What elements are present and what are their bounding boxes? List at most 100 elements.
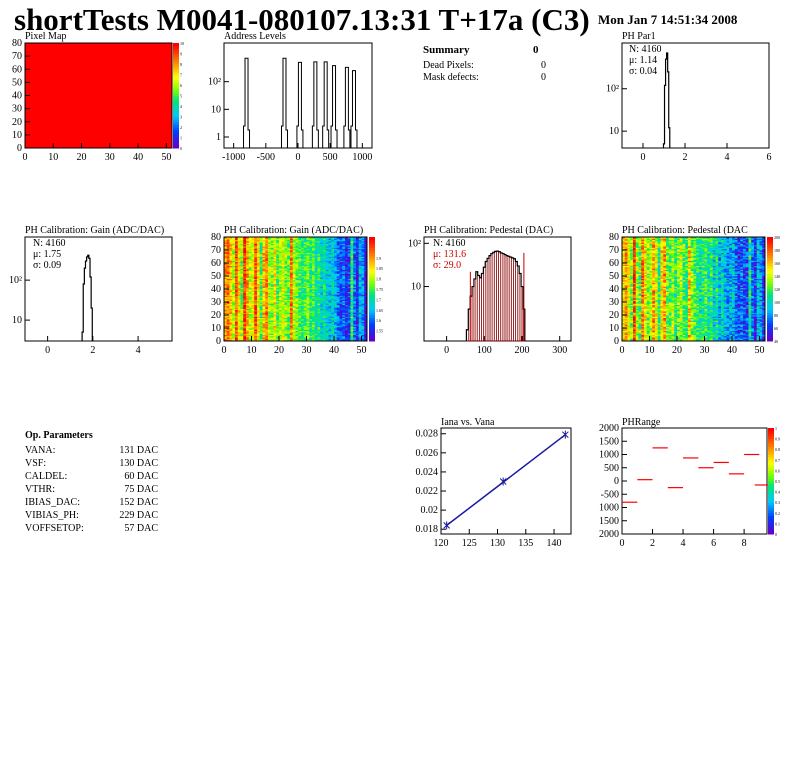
- map-cell: [334, 331, 338, 334]
- map-cell: [298, 304, 302, 307]
- map-cell: [358, 331, 362, 334]
- map-cell: [358, 333, 362, 335]
- map-cell: [273, 304, 277, 307]
- map-cell: [345, 238, 349, 240]
- map-cell: [323, 279, 327, 282]
- map-cell: [259, 256, 263, 259]
- map-cell: [240, 308, 244, 311]
- map-cell: [232, 269, 236, 272]
- map-cell: [232, 326, 236, 329]
- map-cell: [235, 260, 239, 263]
- map-cell: [257, 286, 261, 289]
- map-cell: [331, 320, 335, 322]
- map-cell: [630, 295, 634, 298]
- map-cell: [301, 329, 305, 331]
- map-cell: [237, 274, 241, 277]
- map-cell: [358, 292, 362, 295]
- map-cell: [622, 335, 626, 338]
- map-cell: [257, 324, 261, 326]
- map-cell: [624, 308, 628, 311]
- map-cell: [281, 287, 285, 290]
- map-cell: [312, 316, 316, 318]
- map-cell: [254, 305, 258, 308]
- map-cell: [270, 250, 274, 252]
- map-cell: [287, 299, 291, 302]
- map-cell: [270, 268, 274, 270]
- map-cell: [635, 333, 639, 335]
- map-cell: [284, 259, 288, 261]
- map-cell: [254, 278, 258, 281]
- map-cell: [624, 330, 628, 333]
- map-cell: [339, 240, 343, 243]
- map-cell: [290, 331, 294, 334]
- map-cell: [237, 285, 241, 287]
- map-cell: [298, 256, 302, 259]
- map-cell: [364, 243, 368, 246]
- map-cell: [622, 256, 626, 259]
- map-cell: [290, 253, 294, 256]
- map-cell: [276, 283, 280, 286]
- map-cell: [243, 289, 247, 291]
- map-cell: [364, 311, 368, 313]
- map-cell: [243, 335, 247, 338]
- colorbar-segment: [173, 85, 179, 89]
- map-cell: [312, 330, 316, 333]
- map-cell: [622, 253, 626, 256]
- map-cell: [248, 333, 252, 335]
- map-cell: [226, 312, 230, 315]
- map-cell: [287, 239, 291, 242]
- map-cell: [246, 303, 250, 305]
- map-cell: [356, 251, 360, 253]
- map-cell: [298, 253, 302, 256]
- map-cell: [347, 240, 351, 243]
- map-cell: [284, 328, 288, 330]
- map-cell: [356, 326, 360, 329]
- map-cell: [259, 296, 263, 299]
- map-cell: [314, 325, 318, 328]
- map-cell: [306, 320, 310, 322]
- map-cell: [257, 279, 261, 282]
- map-cell: [633, 292, 637, 295]
- map-cell: [301, 313, 305, 316]
- map-cell: [345, 253, 349, 256]
- map-cell: [358, 255, 362, 257]
- map-cell: [627, 335, 631, 338]
- map-cell: [265, 302, 269, 304]
- map-cell: [342, 266, 346, 269]
- map-cell: [353, 255, 357, 257]
- map-cell: [232, 317, 236, 320]
- map-cell: [314, 281, 318, 283]
- map-cell: [240, 318, 244, 321]
- map-cell: [342, 272, 346, 274]
- map-cell: [325, 317, 329, 320]
- map-cell: [306, 260, 310, 263]
- map-cell: [358, 278, 362, 281]
- map-cell: [298, 251, 302, 253]
- map-cell: [364, 331, 368, 334]
- map-cell: [339, 270, 343, 273]
- map-cell: [248, 290, 252, 292]
- map-cell: [306, 238, 310, 240]
- map-cell: [339, 269, 343, 272]
- map-cell: [334, 289, 338, 291]
- map-cell: [295, 285, 299, 287]
- map-cell: [229, 333, 233, 335]
- map-cell: [331, 300, 335, 303]
- map-cell: [334, 286, 338, 289]
- map-cell: [306, 316, 310, 318]
- map-cell: [257, 329, 261, 331]
- map-cell: [336, 264, 340, 266]
- map-cell: [306, 270, 310, 273]
- map-cell: [350, 250, 354, 252]
- map-cell: [268, 316, 272, 318]
- map-cell: [246, 311, 250, 313]
- map-cell: [237, 252, 241, 255]
- map-cell: [325, 329, 329, 331]
- map-cell: [328, 307, 332, 309]
- map-cell: [347, 272, 351, 274]
- map-cell: [325, 292, 329, 295]
- map-cell: [276, 290, 280, 292]
- map-cell: [254, 238, 258, 240]
- map-cell: [273, 273, 277, 276]
- map-cell: [279, 266, 283, 269]
